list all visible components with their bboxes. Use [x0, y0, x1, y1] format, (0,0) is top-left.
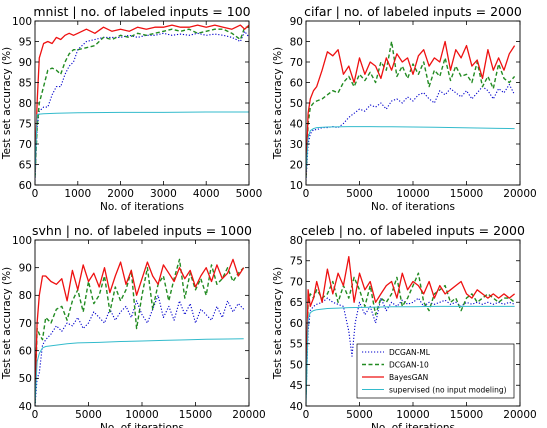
series-line-bayesgan: [35, 24, 249, 173]
y-tick-label: 95: [19, 36, 32, 48]
chart-panel-1: mnist | no. of labeled inputs = 100 0 1000…: [1, 4, 262, 213]
series-line-dcgan-ml: [306, 83, 516, 181]
x-axis-label: No. of iterations: [100, 201, 184, 213]
legend-label: BayesGAN: [389, 373, 428, 382]
series-line-bayesgan: [306, 255, 516, 390]
series-line-supervised-no-input-modeling: [306, 305, 515, 406]
x-axis-label: No. of iterations: [371, 201, 455, 213]
y-axis-label: Test set accuracy (%): [1, 267, 13, 380]
y-tick-label: 60: [290, 77, 303, 89]
series-line-dcgan-ml: [306, 297, 515, 398]
y-tick-label: 40: [290, 118, 303, 130]
chart-panel-4: celeb | no. of labeled inputs = 2000 0 500…: [272, 223, 537, 428]
x-tick-label: 4000: [193, 188, 220, 200]
y-tick-label: 80: [290, 36, 303, 48]
series-line-dcgan-10: [306, 40, 516, 177]
y-tick-label: 90: [19, 262, 32, 274]
series-line-supervised-no-input-modeling: [35, 338, 244, 406]
y-tick-label: 65: [290, 297, 303, 309]
chart-title: celeb | no. of labeled inputs = 2000: [301, 223, 525, 238]
x-tick-label: 5000: [346, 188, 373, 200]
x-tick-label: 15000: [450, 188, 483, 200]
x-axis-label: No. of iterations: [371, 422, 455, 428]
series-group: [35, 24, 249, 181]
y-tick-label: 85: [19, 77, 32, 89]
x-tick-label: 2000: [107, 188, 134, 200]
legend: DCGAN-ML DCGAN-10 BayesGAN supervised (no i…: [356, 343, 515, 399]
y-tick-label: 100: [12, 235, 32, 247]
y-tick-label: 75: [290, 256, 303, 268]
x-tick-label: 0: [32, 188, 39, 200]
x-tick-label: 10000: [396, 409, 429, 421]
chart-panel-2: cifar | no. of labeled inputs = 2000 0 500…: [272, 4, 537, 213]
y-tick-label: 90: [19, 57, 32, 69]
x-tick-label: 5000: [346, 409, 373, 421]
y-tick-label: 100: [12, 16, 32, 28]
x-tick-label: 20000: [232, 409, 265, 421]
y-tick-label: 70: [19, 318, 32, 330]
y-tick-label: 55: [290, 339, 303, 351]
chart-panel-3: svhn | no. of labeled inputs = 1000 0 5000…: [1, 223, 266, 428]
y-tick-label: 10: [290, 180, 303, 192]
series-line-supervised-no-input-modeling: [306, 126, 515, 175]
y-tick-label: 60: [19, 345, 32, 357]
legend-label: supervised (no input modeling): [389, 385, 507, 394]
y-tick-label: 70: [290, 57, 303, 69]
y-tick-label: 65: [19, 159, 32, 171]
series-line-dcgan-ml: [35, 30, 249, 181]
chart-title: mnist | no. of labeled inputs = 100: [33, 4, 250, 19]
x-tick-label: 1000: [64, 188, 91, 200]
series-line-dcgan-ml: [35, 294, 245, 406]
x-tick-label: 15000: [450, 409, 483, 421]
y-tick-label: 50: [290, 359, 303, 371]
plot-frame: [305, 20, 521, 186]
x-tick-label: 0: [32, 409, 39, 421]
legend-label: DCGAN-ML: [389, 348, 431, 357]
x-tick-label: 20000: [503, 188, 536, 200]
y-axis-label: Test set accuracy (%): [1, 47, 13, 160]
y-tick-label: 20: [290, 159, 303, 171]
x-tick-label: 20000: [503, 409, 536, 421]
series-line-supervised-no-input-modeling: [35, 111, 249, 177]
y-tick-label: 45: [290, 380, 303, 392]
series-group: [35, 258, 245, 406]
y-tick-label: 50: [290, 98, 303, 110]
series-line-dcgan-10: [35, 26, 249, 177]
y-tick-label: 80: [290, 235, 303, 247]
series-group: [306, 40, 516, 181]
series-line-dcgan-10: [306, 272, 516, 394]
chart-title: cifar | no. of labeled inputs = 2000: [304, 4, 522, 19]
y-tick-label: 80: [19, 98, 32, 110]
series-line-bayesgan: [306, 40, 516, 175]
y-tick-label: 60: [290, 318, 303, 330]
y-tick-label: 40: [290, 401, 303, 413]
x-tick-label: 10000: [125, 409, 158, 421]
series-line-bayesgan: [35, 258, 245, 401]
y-tick-label: 75: [19, 118, 32, 130]
y-tick-label: 60: [19, 180, 32, 192]
series-group: [306, 255, 516, 406]
y-tick-label: 50: [19, 373, 32, 385]
x-tick-label: 10000: [396, 188, 429, 200]
y-tick-label: 70: [290, 276, 303, 288]
x-tick-label: 0: [303, 409, 310, 421]
plot-frame: [34, 20, 250, 186]
x-tick-label: 3000: [150, 188, 177, 200]
y-axis-label: Test set accuracy (%): [272, 47, 284, 160]
y-tick-label: 70: [19, 139, 32, 151]
series-line-dcgan-10: [35, 258, 245, 404]
y-tick-label: 40: [19, 401, 32, 413]
y-axis-label: Test set accuracy (%): [272, 267, 284, 380]
x-axis-label: No. of iterations: [100, 422, 184, 428]
x-tick-label: 0: [303, 188, 310, 200]
y-tick-label: 80: [19, 290, 32, 302]
y-tick-label: 90: [290, 16, 303, 28]
chart-title: svhn | no. of labeled inputs = 1000: [32, 223, 252, 238]
legend-label: DCGAN-10: [389, 360, 429, 369]
x-tick-label: 5000: [236, 188, 263, 200]
x-tick-label: 5000: [75, 409, 102, 421]
x-tick-label: 15000: [179, 409, 212, 421]
y-tick-label: 30: [290, 139, 303, 151]
